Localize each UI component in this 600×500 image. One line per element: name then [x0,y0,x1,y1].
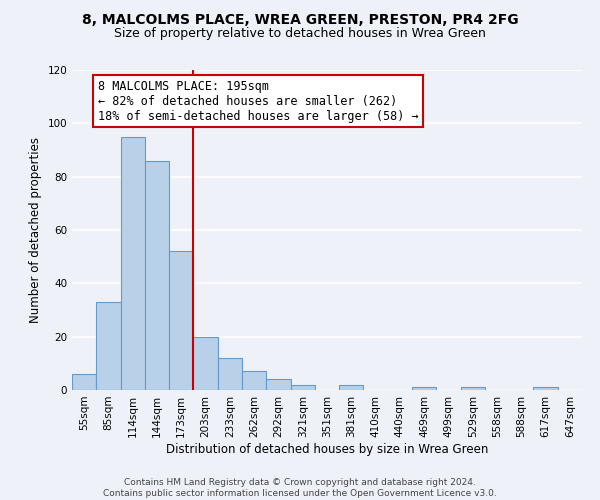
Bar [266,380,290,390]
Bar [339,384,364,390]
Bar [412,388,436,390]
Bar [121,136,145,390]
Bar [96,302,121,390]
Bar [242,372,266,390]
X-axis label: Distribution of detached houses by size in Wrea Green: Distribution of detached houses by size … [166,442,488,456]
Bar [218,358,242,390]
Bar [290,384,315,390]
Text: 8 MALCOLMS PLACE: 195sqm
← 82% of detached houses are smaller (262)
18% of semi-: 8 MALCOLMS PLACE: 195sqm ← 82% of detach… [97,80,418,122]
Text: 8, MALCOLMS PLACE, WREA GREEN, PRESTON, PR4 2FG: 8, MALCOLMS PLACE, WREA GREEN, PRESTON, … [82,12,518,26]
Text: Contains HM Land Registry data © Crown copyright and database right 2024.
Contai: Contains HM Land Registry data © Crown c… [103,478,497,498]
Bar [169,252,193,390]
Y-axis label: Number of detached properties: Number of detached properties [29,137,42,323]
Bar [145,160,169,390]
Bar [193,336,218,390]
Bar [533,388,558,390]
Text: Size of property relative to detached houses in Wrea Green: Size of property relative to detached ho… [114,28,486,40]
Bar [461,388,485,390]
Bar [72,374,96,390]
